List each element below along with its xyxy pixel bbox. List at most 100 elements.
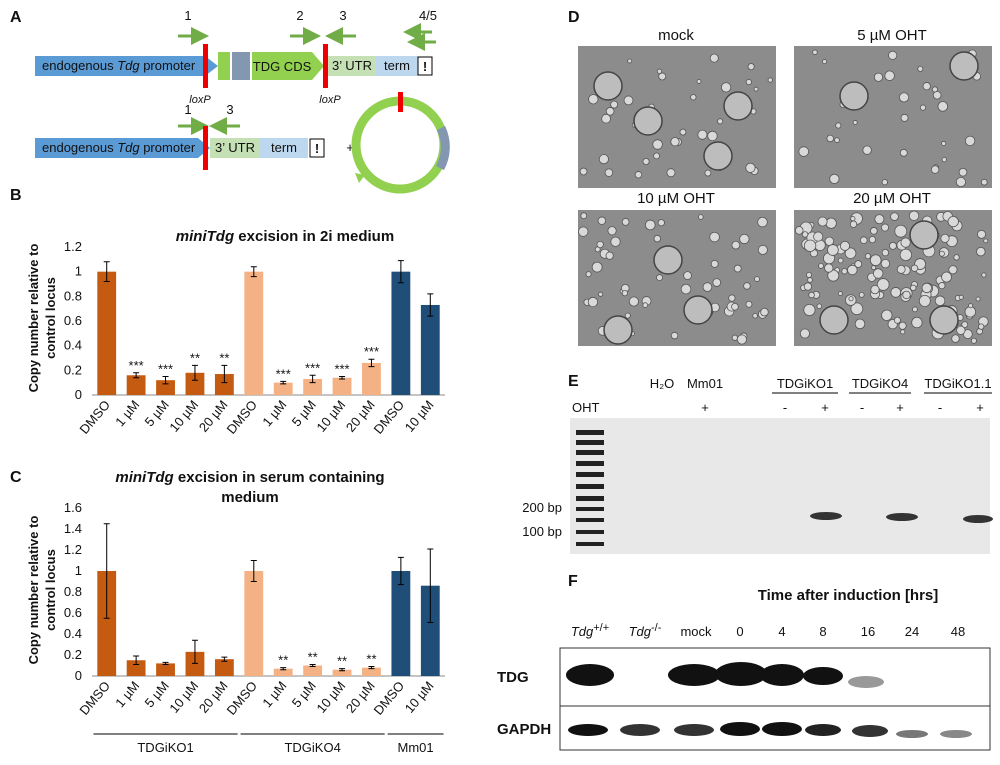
cell <box>837 291 843 296</box>
cell <box>813 231 824 242</box>
cell <box>731 302 739 311</box>
cell <box>709 53 719 63</box>
significance: ** <box>308 649 318 664</box>
error-bar <box>191 364 198 381</box>
cell <box>690 94 697 101</box>
chart-title: miniTdg excision in 2i medium <box>176 228 394 245</box>
bar <box>156 380 175 395</box>
x-tick-label: 10 µM <box>313 397 348 435</box>
x-tick-label: DMSO <box>76 397 113 437</box>
ladder-band <box>576 450 604 455</box>
cell <box>805 271 813 279</box>
cell <box>958 294 964 300</box>
sign: - <box>860 400 864 415</box>
chart-title: medium <box>221 489 279 506</box>
x-tick-label: 10 µM <box>166 678 201 716</box>
error-bar <box>339 376 346 380</box>
marker-label: 200 bp <box>522 500 562 515</box>
cell <box>844 247 857 259</box>
cell <box>807 277 813 283</box>
gel <box>570 418 990 554</box>
cell <box>623 95 634 106</box>
blot-band <box>896 730 928 738</box>
cell <box>894 224 908 238</box>
y-tick-label: 0 <box>75 387 82 402</box>
cell <box>605 107 615 116</box>
cell <box>794 226 804 235</box>
pcr-band <box>886 513 918 521</box>
blot-band <box>568 724 608 736</box>
error-bar <box>221 656 228 662</box>
cell <box>656 68 663 74</box>
cell <box>739 233 750 245</box>
cell <box>798 146 810 157</box>
cell <box>601 113 611 124</box>
bar <box>391 271 411 395</box>
bar <box>126 375 146 395</box>
image-label: 5 µM OHT <box>857 27 926 44</box>
y-tick-label: 1.2 <box>64 542 82 557</box>
cell <box>870 285 880 295</box>
cell <box>697 129 708 140</box>
cell <box>975 296 981 302</box>
blot-band <box>848 676 884 688</box>
lane-label: Mm01 <box>687 376 723 391</box>
construct-top: 1 2 3 4/5 endogenous Tdg promoter TDG CD… <box>35 8 437 106</box>
bar <box>156 663 175 676</box>
x-tick-label: DMSO <box>224 678 261 718</box>
stop-label: ! <box>423 59 427 74</box>
blot-band <box>852 725 888 737</box>
cell <box>591 261 603 273</box>
y-tick-label: 1.2 <box>64 239 82 254</box>
cell <box>899 148 908 157</box>
cell <box>983 238 989 244</box>
cell <box>880 258 891 269</box>
sign: + <box>896 400 904 415</box>
cell <box>961 321 969 329</box>
cell <box>870 227 878 235</box>
blot-band <box>940 730 972 738</box>
cell <box>841 268 848 275</box>
cell <box>848 296 854 302</box>
cell <box>880 223 890 232</box>
ladder-band <box>576 507 604 511</box>
sign: - <box>938 400 942 415</box>
cell <box>948 265 958 275</box>
cell <box>621 218 630 226</box>
cell <box>859 236 868 245</box>
utr <box>210 138 260 158</box>
cell <box>605 251 614 260</box>
error-bar <box>339 668 346 672</box>
cell <box>604 168 614 177</box>
loxp-site <box>203 126 208 170</box>
cell <box>898 92 910 103</box>
cell <box>803 239 817 252</box>
cell <box>854 318 866 330</box>
cell <box>827 244 839 256</box>
cell <box>981 272 987 278</box>
cell <box>818 262 824 269</box>
lane-label: Tdg+/+ <box>571 622 609 639</box>
cell <box>910 284 917 292</box>
error-bar <box>280 667 287 671</box>
bar <box>420 585 440 676</box>
x-tick-label: DMSO <box>224 397 261 437</box>
cell <box>900 113 909 122</box>
primer-label: 3 <box>226 102 233 117</box>
bar <box>332 377 352 395</box>
cell <box>930 165 940 174</box>
term <box>260 138 308 158</box>
lane-label: TDGiKO1.1 <box>924 376 991 391</box>
loxp-site <box>398 92 403 112</box>
bar <box>214 374 234 395</box>
stop-label: ! <box>315 141 319 156</box>
cell <box>666 168 676 178</box>
loxp-label: loxP <box>189 94 211 106</box>
cell <box>941 271 952 283</box>
error-bar <box>103 523 110 619</box>
colony <box>949 51 979 81</box>
error-bar <box>250 560 257 582</box>
cell <box>652 139 663 150</box>
cell <box>918 294 931 307</box>
cell <box>745 300 753 308</box>
